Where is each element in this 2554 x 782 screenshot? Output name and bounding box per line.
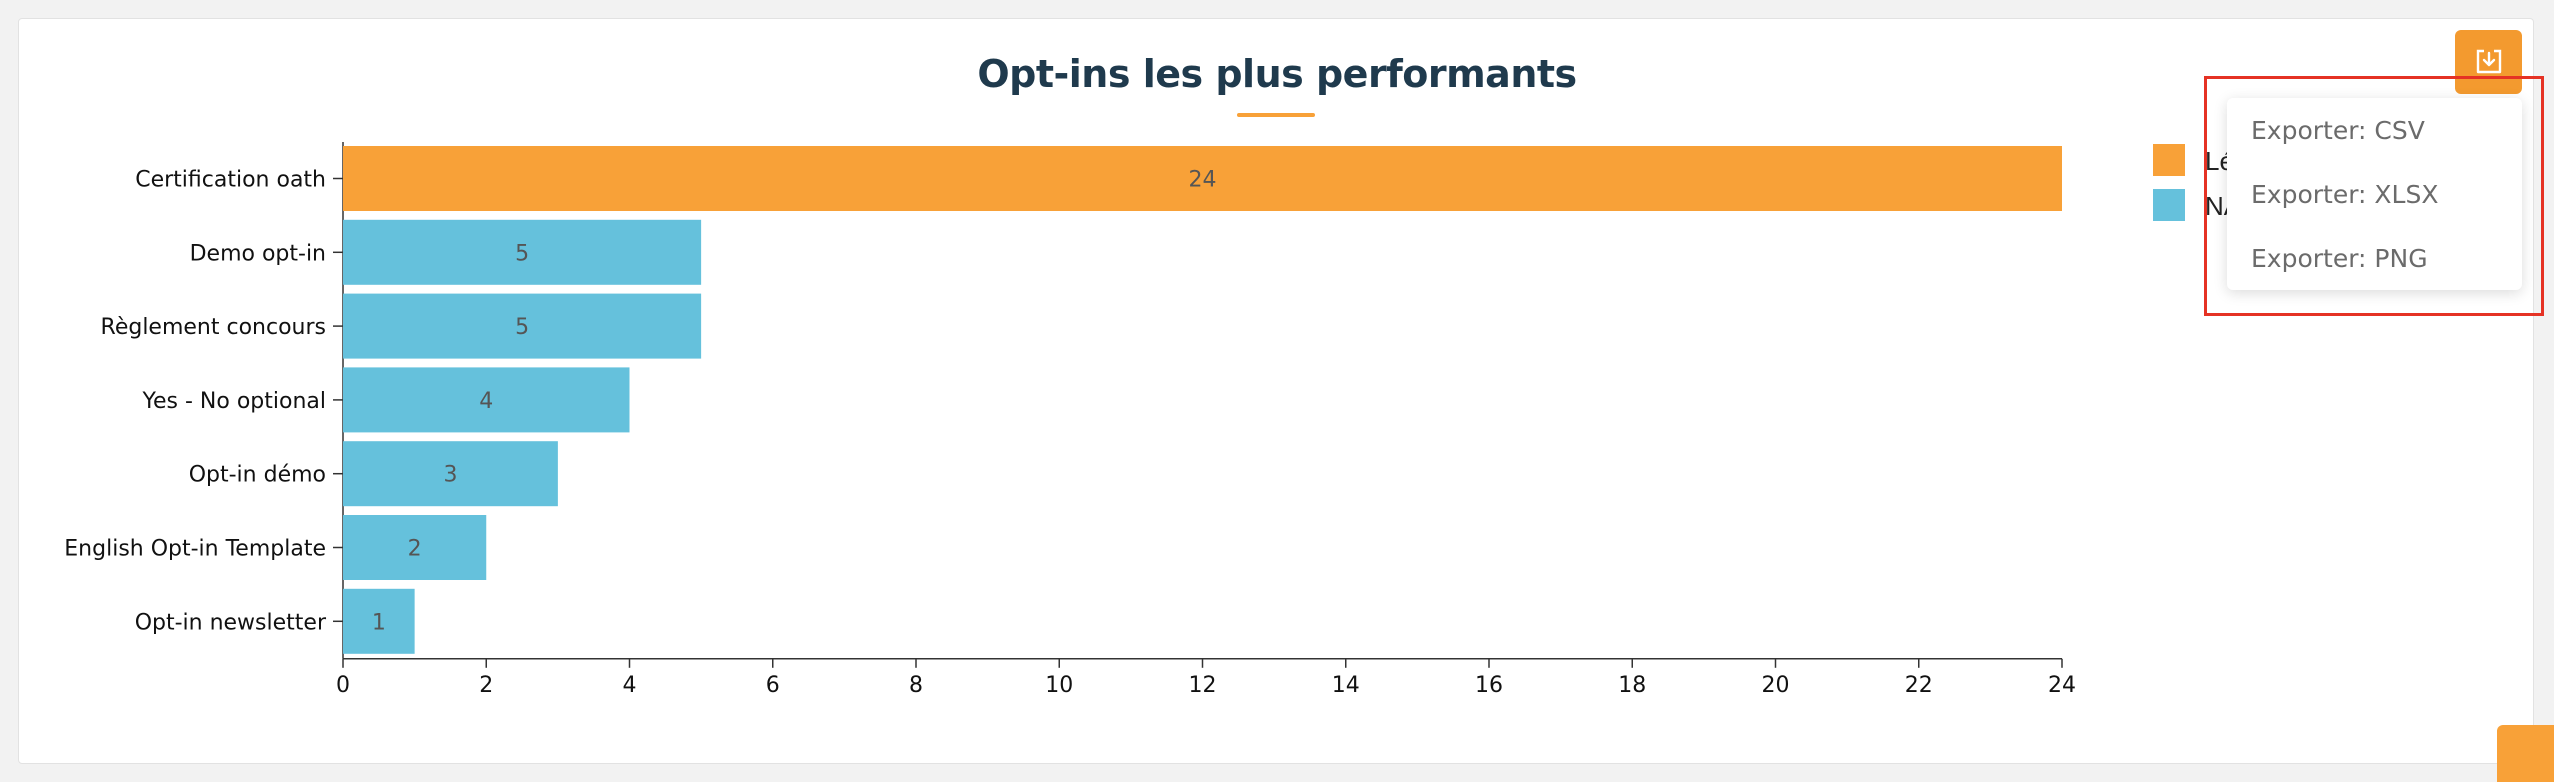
export-dropdown: Exporter: CSV Exporter: XLSX Exporter: P… (2227, 98, 2522, 290)
x-tick-label: 20 (1762, 673, 1790, 698)
x-tick-label: 4 (623, 673, 637, 698)
export-png-item[interactable]: Exporter: PNG (2251, 244, 2428, 273)
x-tick-label: 24 (2048, 673, 2076, 698)
data-label: 3 (443, 463, 457, 488)
x-tick-label: 6 (766, 673, 780, 698)
data-label: 5 (515, 241, 529, 266)
y-tick-label: Demo opt-in (190, 241, 326, 266)
y-tick-label: Règlement concours (101, 315, 326, 340)
download-icon (2476, 49, 2501, 74)
export-xlsx-item[interactable]: Exporter: XLSX (2251, 180, 2439, 209)
export-button[interactable] (2455, 30, 2522, 94)
export-csv-item[interactable]: Exporter: CSV (2251, 116, 2425, 145)
bar (343, 441, 558, 507)
data-label: 5 (515, 315, 529, 340)
bar (343, 146, 2062, 211)
data-label: 4 (479, 389, 493, 414)
bar (343, 515, 487, 580)
chart-title: Opt-ins les plus performants (977, 52, 1577, 96)
help-button[interactable] (2497, 725, 2554, 782)
x-tick-label: 2 (479, 673, 493, 698)
x-tick-label: 10 (1045, 673, 1073, 698)
bar (343, 293, 702, 359)
x-tick-label: 16 (1475, 673, 1503, 698)
x-tick-label: 12 (1189, 673, 1217, 698)
bar (343, 367, 630, 433)
y-tick-label: Certification oath (135, 168, 326, 193)
legend-swatch-2 (2153, 189, 2185, 221)
y-tick-label: English Opt-in Template (64, 537, 326, 562)
highlight-box (2204, 76, 2544, 316)
data-label: 2 (408, 537, 422, 562)
title-underline (1237, 113, 1315, 117)
y-tick-label: Opt-in newsletter (135, 610, 327, 635)
y-tick-label: Opt-in démo (189, 463, 326, 488)
y-tick-label: Yes - No optional (141, 389, 326, 414)
data-label: 1 (372, 610, 386, 635)
bar (343, 219, 702, 285)
x-tick-label: 22 (1905, 673, 1933, 698)
data-label: 24 (1189, 168, 1217, 193)
x-tick-label: 0 (336, 673, 350, 698)
x-tick-label: 18 (1618, 673, 1646, 698)
bar (343, 588, 415, 654)
x-tick-label: 8 (909, 673, 923, 698)
legend-swatch-1 (2153, 144, 2185, 176)
x-tick-label: 14 (1332, 673, 1360, 698)
